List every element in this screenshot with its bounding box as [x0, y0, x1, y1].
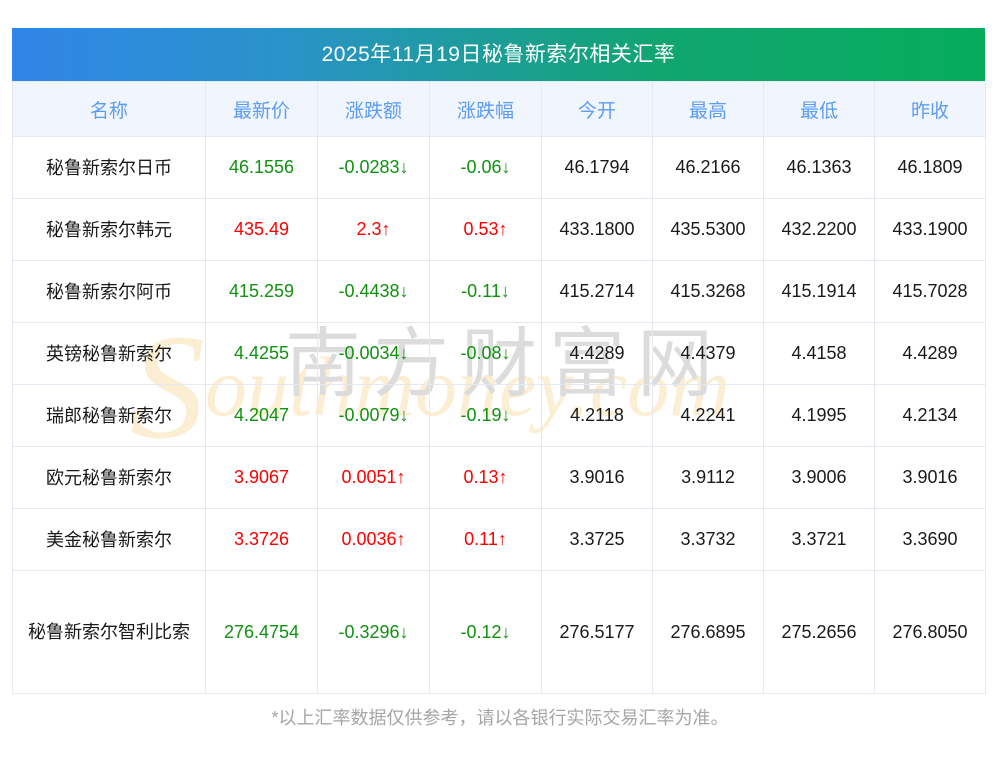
cell-low: 432.2200 [763, 198, 875, 261]
column-header-change[interactable]: 涨跌额 [317, 81, 430, 137]
table-row[interactable]: 英镑秘鲁新索尔 4.4255 -0.0034↓ -0.08↓ 4.4289 4.4379 4… [12, 322, 986, 385]
table-header-row: 名称 最新价 涨跌额 涨跌幅 今开 最高 最低 昨收 [12, 81, 986, 137]
cell-prev-close: 433.1900 [874, 198, 986, 261]
cell-last-price: 415.259 [205, 260, 318, 323]
cell-high: 4.4379 [652, 322, 764, 385]
cell-low: 415.1914 [763, 260, 875, 323]
cell-change-amount: -0.0034↓ [317, 322, 430, 385]
cell-change-amount: 0.0051↑ [317, 446, 430, 509]
cell-last-price: 46.1556 [205, 136, 318, 199]
cell-change-amount: 2.3↑ [317, 198, 430, 261]
cell-prev-close: 4.4289 [874, 322, 986, 385]
cell-high: 435.5300 [652, 198, 764, 261]
cell-change-percent: -0.19↓ [429, 384, 542, 447]
exchange-rates-table: 名称 最新价 涨跌额 涨跌幅 今开 最高 最低 昨收 秘鲁新索尔日币 46.155… [12, 81, 986, 694]
cell-change-percent: -0.12↓ [429, 570, 542, 694]
cell-open: 3.3725 [541, 508, 653, 571]
table-row[interactable]: 秘鲁新索尔日币 46.1556 -0.0283↓ -0.06↓ 46.1794 46.21… [12, 136, 986, 199]
cell-change-percent: -0.06↓ [429, 136, 542, 199]
cell-currency-name: 欧元秘鲁新索尔 [12, 446, 206, 509]
cell-currency-name: 英镑秘鲁新索尔 [12, 322, 206, 385]
table-row[interactable]: 欧元秘鲁新索尔 3.9067 0.0051↑ 0.13↑ 3.9016 3.9112 3.9… [12, 446, 986, 509]
cell-last-price: 435.49 [205, 198, 318, 261]
cell-open: 3.9016 [541, 446, 653, 509]
cell-change-percent: -0.08↓ [429, 322, 542, 385]
column-header-last[interactable]: 最新价 [205, 81, 318, 137]
cell-last-price: 276.4754 [205, 570, 318, 694]
cell-last-price: 3.3726 [205, 508, 318, 571]
table-row[interactable]: 秘鲁新索尔阿币 415.259 -0.4438↓ -0.11↓ 415.2714 415.… [12, 260, 986, 323]
table-row[interactable]: 秘鲁新索尔智利比索 276.4754 -0.3296↓ -0.12↓ 276.5177 2… [12, 570, 986, 694]
disclaimer-note: *以上汇率数据仅供参考，请以各银行实际交易汇率为准。 [271, 708, 729, 728]
cell-open: 415.2714 [541, 260, 653, 323]
cell-low: 46.1363 [763, 136, 875, 199]
cell-open: 4.4289 [541, 322, 653, 385]
cell-currency-name: 美金秘鲁新索尔 [12, 508, 206, 571]
table-row[interactable]: 秘鲁新索尔韩元 435.49 2.3↑ 0.53↑ 433.1800 435.5300 43… [12, 198, 986, 261]
cell-change-percent: 0.11↑ [429, 508, 542, 571]
cell-low: 3.9006 [763, 446, 875, 509]
rates-table-container: 2025年11月19日秘鲁新索尔相关汇率 名称 最新价 涨跌额 涨跌幅 今开 最… [12, 28, 986, 694]
cell-low: 4.1995 [763, 384, 875, 447]
cell-change-amount: -0.0283↓ [317, 136, 430, 199]
cell-change-amount: -0.4438↓ [317, 260, 430, 323]
column-header-open[interactable]: 今开 [541, 81, 653, 137]
cell-change-percent: -0.11↓ [429, 260, 542, 323]
cell-prev-close: 3.9016 [874, 446, 986, 509]
cell-currency-name: 秘鲁新索尔阿币 [12, 260, 206, 323]
cell-change-percent: 0.13↑ [429, 446, 542, 509]
page-title: 2025年11月19日秘鲁新索尔相关汇率 [12, 28, 985, 81]
table-row[interactable]: 美金秘鲁新索尔 3.3726 0.0036↑ 0.11↑ 3.3725 3.3732 3.3… [12, 508, 986, 571]
column-header-low[interactable]: 最低 [763, 81, 875, 137]
column-header-high[interactable]: 最高 [652, 81, 764, 137]
cell-high: 415.3268 [652, 260, 764, 323]
cell-high: 4.2241 [652, 384, 764, 447]
cell-prev-close: 276.8050 [874, 570, 986, 694]
cell-change-amount: -0.3296↓ [317, 570, 430, 694]
cell-change-amount: -0.0079↓ [317, 384, 430, 447]
cell-high: 46.2166 [652, 136, 764, 199]
column-header-prev-close[interactable]: 昨收 [874, 81, 986, 137]
column-header-change-pct[interactable]: 涨跌幅 [429, 81, 542, 137]
cell-change-percent: 0.53↑ [429, 198, 542, 261]
cell-open: 46.1794 [541, 136, 653, 199]
cell-currency-name: 秘鲁新索尔韩元 [12, 198, 206, 261]
cell-change-amount: 0.0036↑ [317, 508, 430, 571]
cell-open: 276.5177 [541, 570, 653, 694]
cell-low: 4.4158 [763, 322, 875, 385]
cell-currency-name: 秘鲁新索尔日币 [12, 136, 206, 199]
cell-low: 275.2656 [763, 570, 875, 694]
cell-currency-name: 瑞郎秘鲁新索尔 [12, 384, 206, 447]
table-row[interactable]: 瑞郎秘鲁新索尔 4.2047 -0.0079↓ -0.19↓ 4.2118 4.2241 4… [12, 384, 986, 447]
cell-last-price: 4.2047 [205, 384, 318, 447]
cell-low: 3.3721 [763, 508, 875, 571]
cell-high: 3.3732 [652, 508, 764, 571]
cell-prev-close: 46.1809 [874, 136, 986, 199]
table-body: 秘鲁新索尔日币 46.1556 -0.0283↓ -0.06↓ 46.1794 46.21… [12, 136, 986, 694]
column-header-name[interactable]: 名称 [12, 81, 206, 137]
cell-high: 276.6895 [652, 570, 764, 694]
cell-currency-name: 秘鲁新索尔智利比索 [12, 570, 206, 694]
cell-open: 4.2118 [541, 384, 653, 447]
cell-high: 3.9112 [652, 446, 764, 509]
cell-prev-close: 3.3690 [874, 508, 986, 571]
table-header: 名称 最新价 涨跌额 涨跌幅 今开 最高 最低 昨收 [12, 81, 986, 137]
cell-last-price: 3.9067 [205, 446, 318, 509]
cell-last-price: 4.4255 [205, 322, 318, 385]
cell-prev-close: 4.2134 [874, 384, 986, 447]
cell-prev-close: 415.7028 [874, 260, 986, 323]
cell-open: 433.1800 [541, 198, 653, 261]
